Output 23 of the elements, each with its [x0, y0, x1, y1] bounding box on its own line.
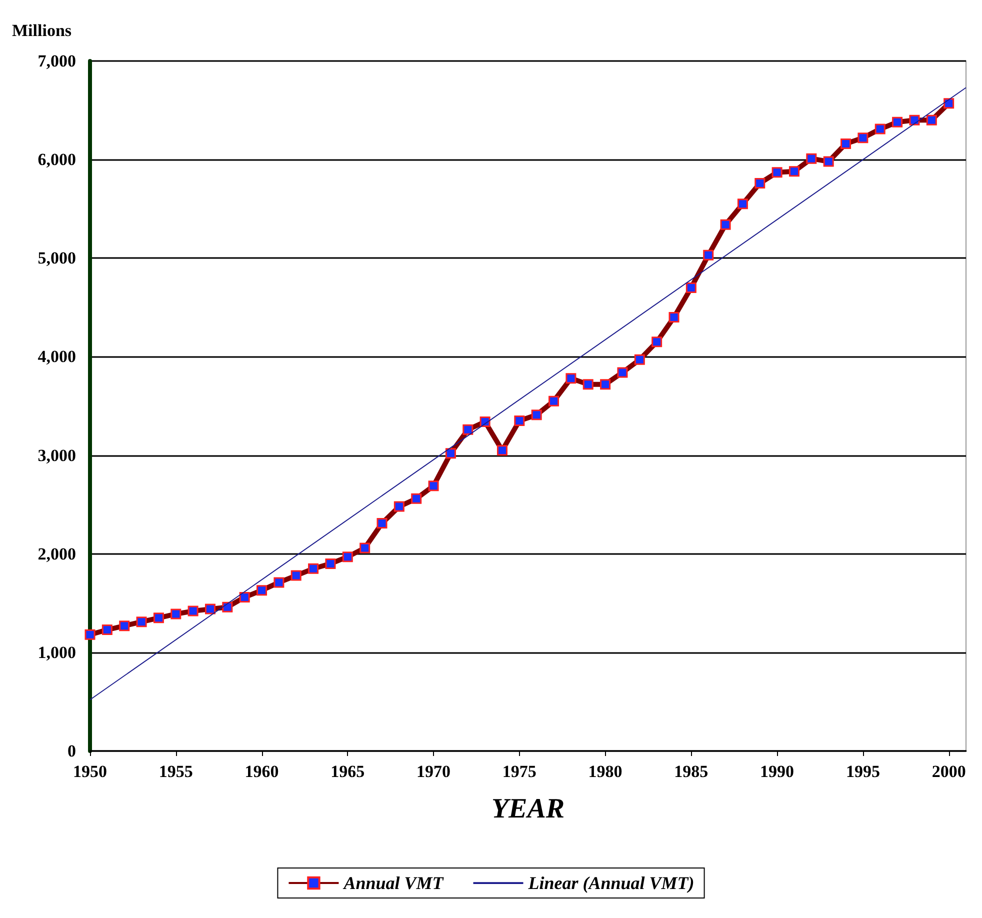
x-tick-label: 1970: [416, 762, 451, 781]
x-tick-label: 2000: [932, 762, 966, 781]
y-tick-label: 7,000: [38, 52, 76, 70]
x-tick-label: 1965: [330, 762, 365, 781]
legend-label: Linear (Annual VMT): [527, 873, 694, 893]
x-tick-label: 1995: [846, 762, 880, 781]
y-tick-label: 4,000: [38, 347, 76, 366]
y-axis-title: Millions: [12, 21, 72, 40]
x-tick-label: 1985: [674, 762, 708, 781]
y-tick-label: 3,000: [38, 446, 76, 465]
x-tick-label: 1990: [760, 762, 794, 781]
x-tick-label: 1980: [588, 762, 622, 781]
x-tick-label: 1975: [502, 762, 536, 781]
x-axis-title: YEAR: [491, 794, 565, 824]
x-tick-label: 1950: [73, 762, 107, 781]
x-tick-label: 1955: [158, 762, 193, 781]
y-tick-label: 1,000: [38, 642, 76, 662]
legend-label: Annual VMT: [342, 873, 444, 893]
y-tick-label: 2,000: [38, 544, 76, 564]
y-tick-label: 0: [68, 742, 76, 760]
x-tick-label: 1960: [244, 762, 279, 781]
y-tick-label: 6,000: [38, 150, 76, 170]
y-tick-label: 5,000: [38, 248, 76, 268]
